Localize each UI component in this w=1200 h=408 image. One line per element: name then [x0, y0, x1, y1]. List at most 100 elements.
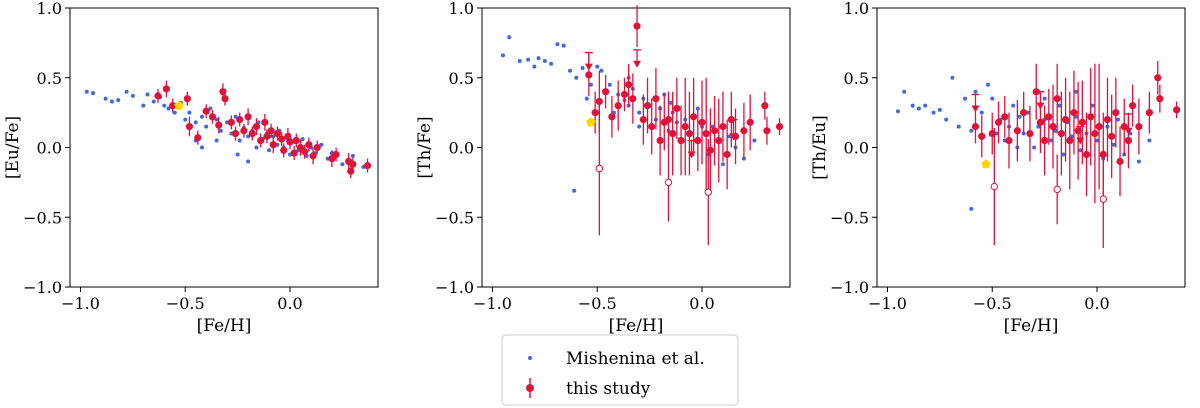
mishenina-point [902, 89, 907, 94]
this-study-point [1082, 150, 1091, 159]
this-study-point [1135, 122, 1143, 131]
mishenina-point [500, 53, 505, 58]
this-study-point [625, 81, 633, 89]
mishenina-point [555, 42, 560, 47]
mishenina-point [956, 124, 961, 129]
mishenina-point [208, 106, 213, 111]
this-study-point [313, 143, 321, 152]
mishenina-point [588, 82, 593, 87]
mishenina-point [214, 138, 219, 143]
sun-marker [981, 159, 991, 169]
this-study-point [227, 118, 235, 126]
x-axis-label: [Fe/H] [1004, 316, 1059, 336]
mishenina-point [91, 91, 96, 96]
this-study-point [301, 148, 309, 156]
this-study-point [1020, 109, 1028, 117]
this-study-point [154, 92, 162, 100]
mishenina-point [1136, 159, 1141, 164]
this-study-point [1057, 129, 1065, 138]
mishenina-point [580, 65, 585, 70]
x-tick-label: 0.0 [1084, 294, 1109, 313]
this-study-upper-limit-marker [1036, 102, 1045, 110]
this-study-point [652, 95, 660, 103]
this-study-point [252, 122, 261, 131]
x-tick-label: −1.0 [868, 294, 907, 313]
this-study-point [1145, 109, 1153, 117]
this-study-point [639, 116, 647, 124]
legend: Mishenina et al. this study [501, 334, 739, 406]
this-study-point [1053, 95, 1061, 103]
mishenina-point [574, 75, 579, 80]
mishenina-point [969, 206, 974, 211]
this-study-point [162, 85, 170, 93]
this-study-point [1070, 109, 1078, 117]
y-axis-label: [Eu/Fe] [3, 116, 23, 179]
mishenina-point [969, 128, 974, 133]
this-study-point [244, 113, 252, 121]
y-axis-label: [Th/Eu] [810, 115, 830, 180]
this-study-point [185, 122, 194, 131]
this-study-point [236, 116, 244, 124]
this-study-point [681, 122, 689, 131]
this-study-point [994, 118, 1003, 126]
this-study-point [633, 22, 641, 30]
mishenina-point [637, 124, 642, 129]
this-study-point [1001, 113, 1009, 121]
mishenina-point [151, 99, 156, 104]
mishenina-point [568, 68, 572, 73]
this-study-point [269, 141, 277, 149]
mishenina-point [637, 110, 642, 115]
mishenina-point [910, 103, 915, 108]
this-study-upper-limit-marker [687, 151, 696, 159]
this-study-point [690, 113, 698, 121]
this-study-point [1013, 127, 1021, 135]
this-study-point [363, 162, 372, 170]
mishenina-point [340, 162, 345, 167]
x-tick-label: −0.5 [578, 294, 617, 313]
this-study-point [309, 152, 317, 160]
mishenina-point [200, 114, 204, 119]
this-study-point [1066, 136, 1074, 145]
mishenina-point [1078, 148, 1083, 153]
this-study-point [261, 118, 269, 126]
mishenina-point [526, 57, 531, 62]
this-study-open-point [1099, 195, 1107, 203]
panel-th-fe: −1.0 −0.5 0.0 −1.0 −0.5 0.0 0.5 1.0 [Fe/H] [Th/Fe… [415, 0, 791, 336]
mishenina-point [517, 59, 522, 64]
mishenina-point [572, 188, 577, 193]
x-tick-label: −1.0 [61, 294, 100, 313]
mishenina-point [200, 145, 204, 150]
this-study-point [585, 71, 593, 79]
this-study-point [602, 88, 610, 96]
this-study-point [608, 113, 616, 121]
this-study-point [746, 118, 754, 126]
legend-this-study-label: this study [566, 379, 651, 399]
this-study-point [231, 129, 240, 138]
mishenina-point [1095, 138, 1099, 143]
this-study-point [677, 136, 685, 145]
mishenina-point [267, 148, 272, 153]
this-study-point [694, 136, 702, 145]
this-study-point [292, 136, 300, 145]
this-study-point [1124, 136, 1133, 145]
mishenina-point [166, 106, 171, 111]
mishenina-point [916, 106, 921, 111]
mishenina-point [319, 142, 324, 147]
mishenina-point [300, 137, 305, 142]
sun-marker [174, 100, 184, 110]
mishenina-point [116, 98, 121, 103]
mishenina-point [84, 89, 89, 94]
mishenina-point [944, 117, 949, 122]
x-tick-label: 0.0 [277, 294, 302, 313]
this-study-upper-limit-marker [633, 60, 642, 68]
y-tick-label: 1.0 [844, 0, 869, 18]
y-tick-label: 0.5 [449, 69, 474, 88]
this-study-point [761, 102, 769, 110]
this-study-point [1049, 122, 1057, 131]
mishenina-point [607, 82, 612, 87]
mishenina-point [254, 145, 259, 150]
this-study-open-point [595, 164, 604, 173]
this-study-point [656, 136, 664, 145]
mishenina-point [979, 110, 984, 115]
